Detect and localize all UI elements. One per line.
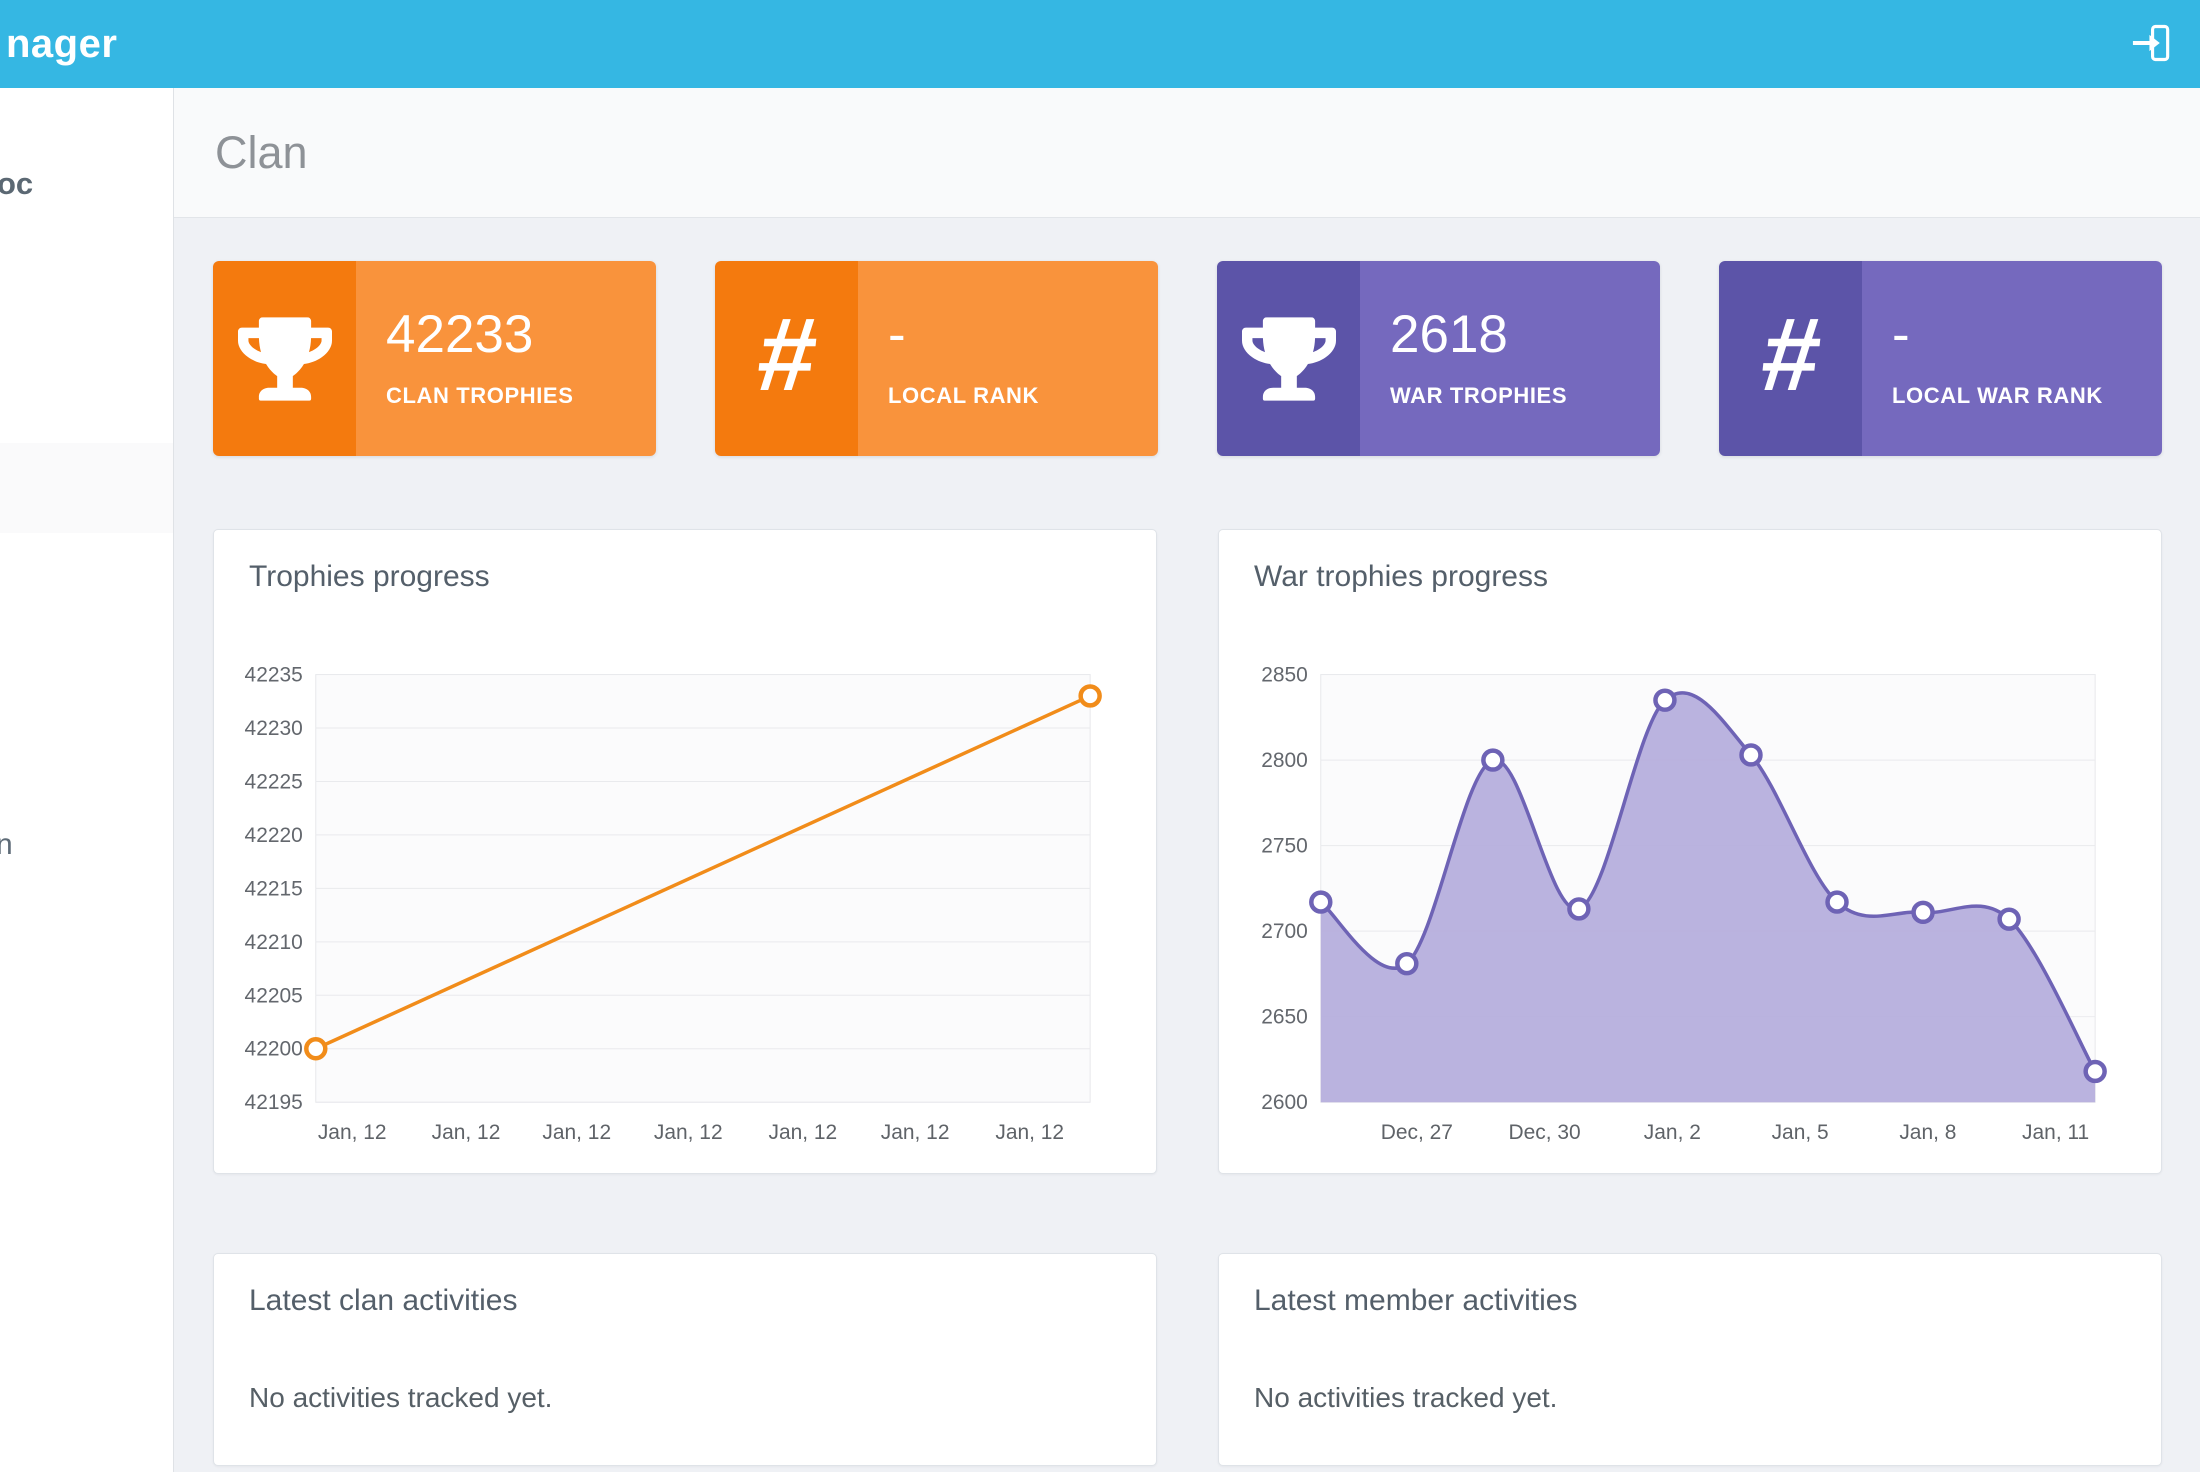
- sidebar-item-active[interactable]: [0, 443, 173, 533]
- sidebar: oc n: [0, 88, 174, 1472]
- stat-label: LOCAL WAR RANK: [1892, 383, 2103, 408]
- hash-icon: #: [1719, 261, 1862, 456]
- svg-text:2750: 2750: [1261, 835, 1308, 858]
- topbar: nager: [0, 0, 2200, 88]
- svg-text:42225: 42225: [245, 770, 303, 793]
- svg-text:Jan, 12: Jan, 12: [881, 1121, 950, 1144]
- panel-title: War trophies progress: [1254, 560, 1548, 593]
- stat-label: LOCAL RANK: [888, 383, 1040, 408]
- hash-glyph: #: [751, 296, 822, 413]
- stat-card-clan-trophies: 42233 CLAN TROPHIES: [213, 261, 656, 456]
- stat-card-local-war-rank: # - LOCAL WAR RANK: [1719, 261, 2162, 456]
- svg-text:42235: 42235: [245, 664, 303, 687]
- stat-card-body: - LOCAL RANK: [858, 261, 1158, 456]
- stat-value: 42233: [386, 305, 534, 364]
- stat-label: WAR TROPHIES: [1390, 383, 1568, 408]
- stat-card-body: 2618 WAR TROPHIES: [1360, 261, 1660, 456]
- svg-text:Jan, 12: Jan, 12: [995, 1121, 1064, 1144]
- stat-value: -: [1892, 305, 1910, 364]
- charts-row: Trophies progress 42195 42200 42205 42210 42…: [213, 529, 2162, 1174]
- svg-text:Jan, 12: Jan, 12: [768, 1121, 837, 1144]
- svg-text:2600: 2600: [1261, 1091, 1308, 1114]
- svg-text:Jan, 8: Jan, 8: [1899, 1121, 1956, 1144]
- svg-text:Dec, 27: Dec, 27: [1381, 1121, 1453, 1144]
- svg-text:42215: 42215: [245, 877, 303, 900]
- panel-title: Latest member activities: [1254, 1284, 1578, 1317]
- svg-text:42200: 42200: [245, 1038, 303, 1061]
- content: 42233 CLAN TROPHIES # - LOCAL RANK 26: [174, 218, 2200, 1466]
- svg-text:Jan, 12: Jan, 12: [542, 1121, 611, 1144]
- svg-text:42205: 42205: [245, 984, 303, 1007]
- stat-card-body: 42233 CLAN TROPHIES: [356, 261, 656, 456]
- svg-text:42195: 42195: [245, 1091, 303, 1114]
- svg-text:42210: 42210: [245, 931, 303, 954]
- svg-text:42230: 42230: [245, 717, 303, 740]
- hash-icon: #: [715, 261, 858, 456]
- trophy-icon: [1217, 261, 1360, 456]
- hash-glyph: #: [1755, 296, 1826, 413]
- main-area: Clan 42233 CLAN TROPHIES # - LOCAL R: [174, 88, 2200, 1472]
- app-title: nager: [6, 21, 118, 66]
- stat-card-war-trophies: 2618 WAR TROPHIES: [1217, 261, 1660, 456]
- activities-row: Latest clan activities No activities tra…: [213, 1253, 2162, 1466]
- svg-text:Jan, 12: Jan, 12: [654, 1121, 723, 1144]
- panel-title: Latest clan activities: [249, 1284, 518, 1317]
- svg-text:2800: 2800: [1261, 749, 1308, 772]
- svg-text:Jan, 12: Jan, 12: [432, 1121, 501, 1144]
- stat-card-local-rank: # - LOCAL RANK: [715, 261, 1158, 456]
- svg-text:Jan, 12: Jan, 12: [318, 1121, 387, 1144]
- panel-title: Trophies progress: [249, 560, 490, 593]
- sign-in-icon[interactable]: [2128, 20, 2174, 66]
- svg-text:2850: 2850: [1261, 664, 1308, 687]
- empty-state-text: No activities tracked yet.: [249, 1382, 553, 1413]
- stat-label: CLAN TROPHIES: [386, 383, 574, 408]
- stat-card-body: - LOCAL WAR RANK: [1862, 261, 2162, 456]
- war-trophies-progress-panel: War trophies progress 2600 2650 2700 2750 28…: [1218, 529, 2162, 1174]
- svg-text:42220: 42220: [245, 824, 303, 847]
- stat-value: -: [888, 305, 906, 364]
- svg-text:2700: 2700: [1261, 920, 1308, 943]
- trophy-icon: [213, 261, 356, 456]
- svg-text:2650: 2650: [1261, 1006, 1308, 1029]
- war-trophies-progress-chart: 2600 2650 2700 2750 2800 2850 Dec, 27 Dec, 30 Ja…: [1261, 664, 2107, 1144]
- sidebar-item-clan[interactable]: n: [0, 828, 13, 861]
- stat-cards-row: 42233 CLAN TROPHIES # - LOCAL RANK 26: [213, 261, 2162, 456]
- stat-value: 2618: [1390, 305, 1508, 364]
- empty-state-text: No activities tracked yet.: [1254, 1382, 1558, 1413]
- page-title: Clan: [215, 126, 308, 178]
- latest-clan-activities-panel: Latest clan activities No activities tra…: [213, 1253, 1157, 1466]
- page-header: Clan: [174, 88, 2200, 218]
- svg-text:Jan, 11: Jan, 11: [2022, 1121, 2089, 1144]
- latest-member-activities-panel: Latest member activities No activities t…: [1218, 1253, 2162, 1466]
- svg-text:Jan, 5: Jan, 5: [1772, 1121, 1829, 1144]
- trophies-progress-panel: Trophies progress 42195 42200 42205 42210 42…: [213, 529, 1157, 1174]
- svg-text:Dec, 30: Dec, 30: [1508, 1121, 1580, 1144]
- sidebar-clan-name: oc: [0, 166, 34, 201]
- sign-in-icon-glyph: [2132, 24, 2170, 62]
- trophies-progress-chart: 42195 42200 42205 42210 42215 42220 42225 42230…: [245, 664, 1102, 1144]
- svg-text:Jan, 2: Jan, 2: [1644, 1121, 1701, 1144]
